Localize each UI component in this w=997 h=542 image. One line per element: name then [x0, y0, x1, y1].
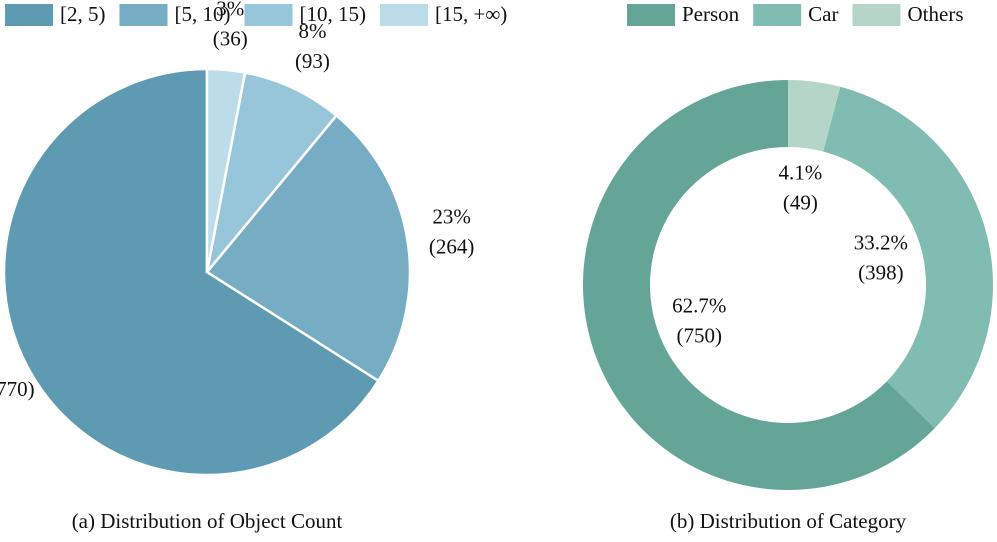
- legend-swatch: [119, 4, 168, 26]
- slice: [582, 80, 935, 490]
- slice: [2, 67, 381, 477]
- legend-label: [5, 10): [175, 2, 231, 26]
- value-label: 62.7% (750): [672, 293, 726, 347]
- slice: [205, 113, 412, 383]
- caption: (a) Distribution of Object Count: [72, 509, 343, 533]
- legend-swatch: [753, 4, 802, 26]
- legend-swatch: [627, 4, 675, 26]
- slice: [823, 86, 993, 429]
- legend-label: [10, 15): [300, 2, 367, 26]
- legend-swatch: [380, 4, 428, 26]
- legend-swatch: [244, 4, 293, 26]
- value-label: 3% (36): [213, 0, 248, 50]
- value-label: 23% (264): [429, 204, 475, 258]
- legend-label: Others: [908, 2, 964, 26]
- value-label: 33.2% (398): [854, 230, 908, 284]
- slice: [205, 67, 247, 273]
- legend-label: [15, +∞): [435, 2, 507, 26]
- legend-swatch: [5, 4, 53, 26]
- slice: [205, 71, 339, 273]
- value-label: 8% (93): [295, 19, 330, 73]
- slice: [788, 80, 841, 152]
- legend-swatch: [852, 4, 901, 26]
- legend-label: Person: [682, 2, 740, 26]
- legend-label: [2, 5): [60, 2, 106, 26]
- legend-label: Car: [808, 2, 838, 26]
- value-label: 66% (770): [0, 377, 35, 401]
- caption: (b) Distribution of Category: [670, 509, 907, 533]
- value-label: 4.1% (49): [779, 160, 823, 214]
